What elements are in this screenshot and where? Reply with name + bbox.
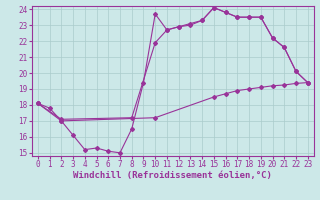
X-axis label: Windchill (Refroidissement éolien,°C): Windchill (Refroidissement éolien,°C) (73, 171, 272, 180)
